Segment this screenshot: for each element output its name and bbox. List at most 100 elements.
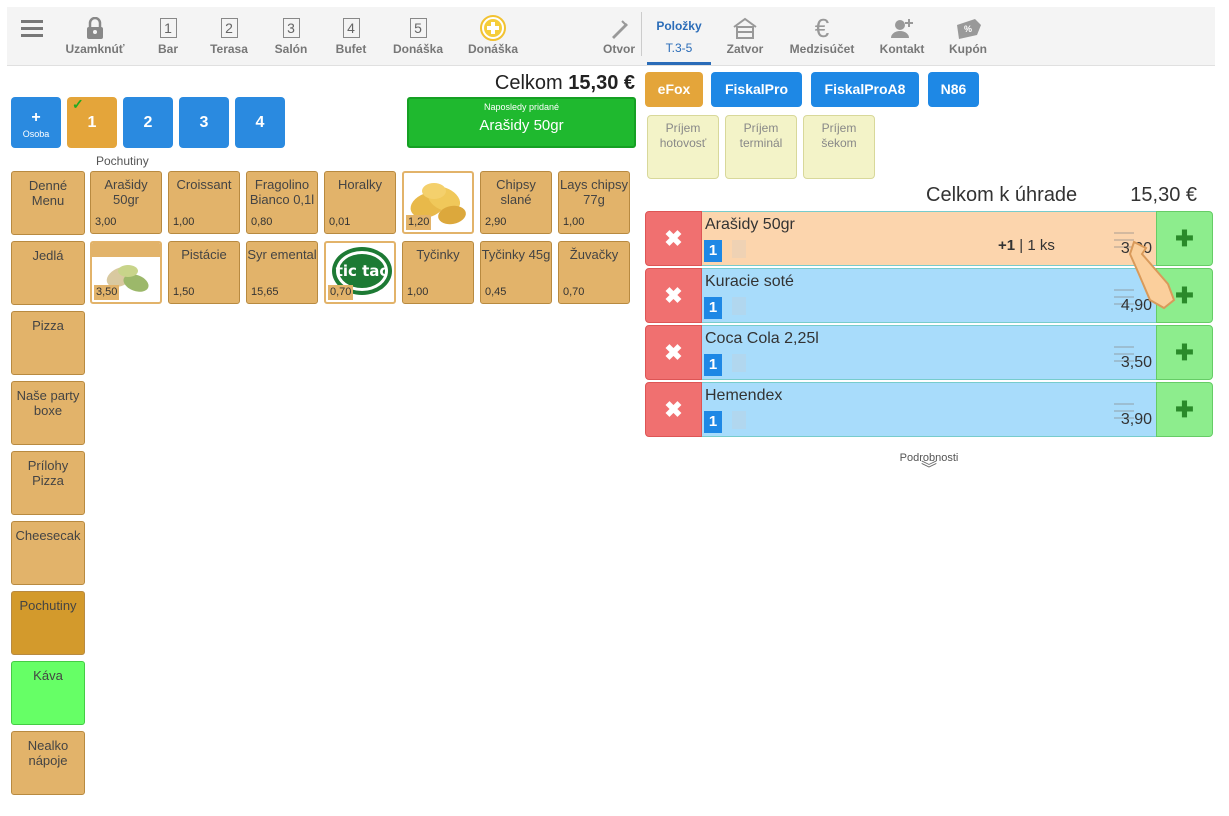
fiskalproa8-label: FiskalProA8 (824, 81, 906, 97)
product-price: 3,50 (94, 285, 120, 300)
number-2-icon: 2 (220, 18, 238, 38)
fiskalpro-button[interactable]: FiskalPro (711, 72, 802, 107)
number-1-icon: 1 (159, 18, 177, 38)
cash-payment-button[interactable]: Príjem hotovosť (647, 115, 719, 179)
new-delivery-button[interactable]: Donáška (465, 7, 521, 65)
product-tile[interactable]: Pistácie 1,50 (168, 241, 240, 304)
number-5-icon: 5 (409, 18, 427, 38)
delete-item-button[interactable]: ✖ (645, 268, 702, 323)
tab-donaska[interactable]: 5 Donáška (391, 7, 445, 65)
pistachio-image (92, 243, 160, 292)
order-total-label: Celkom (494, 72, 563, 94)
product-tile[interactable]: Arašidy 50gr 3,00 (90, 171, 162, 234)
product-name: Arašidy 50gr (104, 177, 148, 207)
tab-bar[interactable]: 1 Bar (155, 7, 181, 65)
note-icon (732, 240, 746, 258)
product-tile-pistachio[interactable]: 3,50 (90, 241, 162, 304)
category-pizza[interactable]: Pizza (11, 311, 85, 375)
lock-button[interactable]: Uzamknúť (65, 7, 125, 65)
category-pochutiny[interactable]: Pochutiny (11, 591, 85, 655)
category-jedla[interactable]: Jedlá (11, 241, 85, 305)
add-person-button[interactable]: + Osoba (11, 97, 61, 148)
person-4-button[interactable]: 4 (235, 97, 285, 148)
order-row-body[interactable]: Kuracie soté 1 4,90 (702, 268, 1156, 323)
plus-icon: + (31, 109, 41, 126)
contact-button[interactable]: Kontakt (877, 7, 927, 65)
person-2-button[interactable]: 2 (123, 97, 173, 148)
fiskalproa8-button[interactable]: FiskalProA8 (811, 72, 919, 107)
product-price: 0,80 (251, 216, 273, 228)
n86-button[interactable]: N86 (928, 72, 979, 107)
category-cheesecak[interactable]: Cheesecak (11, 521, 85, 585)
last-added-button[interactable]: Naposledy pridané Arašidy 50gr (407, 97, 636, 148)
order-item-price: 4,90 (1120, 297, 1152, 314)
coupon-button[interactable]: % Kupón (947, 7, 989, 65)
product-tile[interactable]: Tyčinky 1,00 (402, 241, 474, 304)
order-item-qty: 1 (704, 354, 722, 376)
category-nealko-napoje[interactable]: Nealko nápoje (11, 731, 85, 795)
product-price: 1,00 (407, 286, 429, 298)
product-tile[interactable]: Croissant 1,00 (168, 171, 240, 234)
person-3-button[interactable]: 3 (179, 97, 229, 148)
add-item-button[interactable]: ✚ (1156, 211, 1213, 266)
category-label: Pochutiny (19, 598, 77, 613)
tab-bufet[interactable]: 4 Bufet (333, 7, 369, 65)
category-kava[interactable]: Káva (11, 661, 85, 725)
product-tile[interactable]: Tyčinky 45g 0,45 (480, 241, 552, 304)
category-denne-menu[interactable]: Denné Menu (11, 171, 85, 235)
details-toggle[interactable]: Podrobnosti ︾ (889, 452, 969, 478)
tab-items[interactable]: Položky T.3-5 (647, 7, 711, 65)
menu-button[interactable] (19, 7, 45, 65)
tab-terasa[interactable]: 2 Terasa (207, 7, 251, 65)
category-label: Naše party boxe (16, 388, 80, 418)
euro-icon: € (814, 12, 830, 43)
product-price: 0,45 (485, 286, 507, 298)
product-tile-tictac[interactable]: tic tac 0,70 (324, 241, 396, 304)
order-row-body[interactable]: Hemendex 1 3,90 (702, 382, 1156, 437)
bottle-icon (599, 16, 639, 40)
terminal-payment-button[interactable]: Príjem terminál (725, 115, 797, 179)
subtotal-button[interactable]: € Medzisúčet (787, 7, 857, 65)
number-3-icon: 3 (282, 18, 300, 38)
product-tile[interactable]: Horalky 0,01 (324, 171, 396, 234)
order-row-body[interactable]: Coca Cola 2,25l 1 3,50 (702, 325, 1156, 380)
plus-icon: ✚ (1175, 283, 1194, 308)
house-icon (723, 16, 767, 40)
lock-icon (65, 16, 125, 40)
cheque-payment-label: Príjem šekom (821, 121, 857, 150)
cheque-payment-button[interactable]: Príjem šekom (803, 115, 875, 179)
table-indicator: T.3-5 (665, 41, 693, 55)
delete-item-button[interactable]: ✖ (645, 382, 702, 437)
category-party-boxe[interactable]: Naše party boxe (11, 381, 85, 445)
product-name: Tyčinky 45g (481, 247, 551, 262)
close-button[interactable]: Zatvor (723, 7, 767, 65)
efox-label: eFox (657, 81, 691, 97)
delete-item-button[interactable]: ✖ (645, 325, 702, 380)
lines-icon (1114, 346, 1134, 367)
delete-item-button[interactable]: ✖ (645, 211, 702, 266)
n86-label: N86 (940, 81, 967, 97)
product-name: Croissant (176, 177, 232, 192)
efox-button[interactable]: eFox (645, 72, 703, 107)
product-tile[interactable]: Chipsy slané 2,90 (480, 171, 552, 234)
total-due-value: 15,30 € (1130, 184, 1197, 206)
product-tile[interactable]: Fragolino Bianco 0,1l 0,80 (246, 171, 318, 234)
person-1-label: 1 (87, 114, 97, 131)
category-prilohy-pizza[interactable]: Prílohy Pizza (11, 451, 85, 515)
product-tile[interactable]: Lays chipsy 77g 1,00 (558, 171, 630, 234)
order-item-qty: 1 (704, 297, 722, 319)
person-1-button[interactable]: ✓ 1 (67, 96, 117, 148)
add-item-button[interactable]: ✚ (1156, 325, 1213, 380)
category-label: Denné Menu (28, 178, 68, 208)
tab-salon[interactable]: 3 Salón (271, 7, 311, 65)
add-item-button[interactable]: ✚ (1156, 382, 1213, 437)
lines-icon (1114, 403, 1134, 424)
order-row-body[interactable]: Arašidy 50gr 1 +1 | 1 ks 3,00 (702, 211, 1156, 266)
product-tile-chips[interactable]: 1,20 (402, 171, 474, 234)
product-tile[interactable]: Žuvačky 0,70 (558, 241, 630, 304)
contact-icon (877, 16, 927, 40)
open-button[interactable]: Otvor (599, 7, 639, 65)
close-label: Zatvor (726, 42, 764, 56)
tab-items-label: Položky (656, 19, 702, 33)
product-tile[interactable]: Syr emental 15,65 (246, 241, 318, 304)
